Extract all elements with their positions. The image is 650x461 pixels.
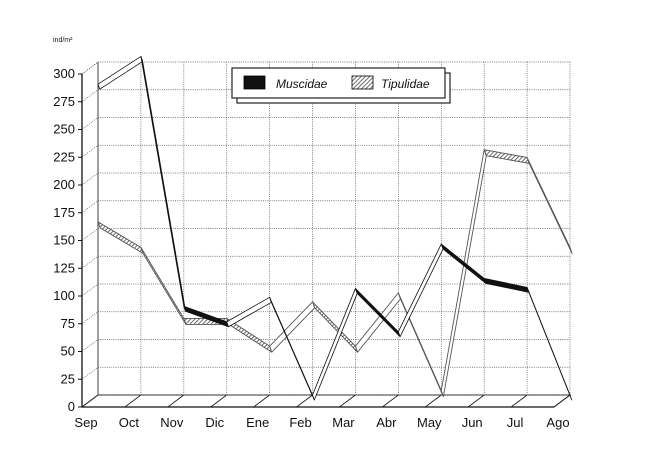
gridline-side [81,311,99,325]
series-layer [97,56,573,401]
y-tick-label: 300 [53,66,75,81]
series-segment [140,246,187,325]
y-tick-label: 150 [53,233,75,248]
x-tick-label: Mar [332,415,355,430]
x-axis-ticks: Sep Oct Nov Dic Ene Feb Mar Abr May Jun Jul Ago [74,415,569,430]
series-segment [397,292,444,398]
series-segment [97,56,144,90]
gridline-side [81,200,99,214]
floor-gridline [81,394,99,408]
y-tick-label: 0 [68,399,75,414]
x-tick-label: May [417,415,442,430]
floor-gridline [467,394,485,408]
gridline-side [81,283,99,297]
floor-gridline [425,394,442,408]
legend-label-tipulidae: Tipulidae [381,77,430,91]
top-side-edge [81,61,99,75]
legend-box-front [231,67,446,99]
y-tick-label: 225 [53,149,75,164]
x-tick-label: Oct [119,415,140,430]
series-segment [526,286,573,401]
series-segment [140,56,186,312]
axes [81,61,554,408]
x-tick-label: Jun [462,415,483,430]
floor-gridline [553,394,571,408]
y-axis-unit-label: ind/m² [53,37,73,44]
gridline-side [81,117,99,130]
gridline-side [81,172,99,186]
floor-gridline [210,394,227,408]
series-segment [226,296,272,328]
floor-gridline [382,394,399,408]
legend-swatch-muscidae [243,75,266,90]
legend: Muscidae Tipulidae [231,67,451,104]
x-tick-label: Abr [376,415,397,430]
floor-gridline [167,394,185,408]
floor-gridline [296,394,313,408]
y-tick-label: 75 [61,316,75,331]
x-tick-label: Ago [546,415,569,430]
y-axis-ticks: 0 25 50 75 100 125 150 175 200 225 250 275 300 [53,66,82,414]
y-tick-label: 100 [53,288,75,303]
x-tick-label: Dic [205,415,224,430]
series-segment [483,149,530,164]
series-tipulidae [97,149,573,398]
series-segment [483,278,530,293]
vertical-gridlines [81,62,571,408]
y-tick-label: 125 [53,260,75,275]
chart-floor-plane [80,394,572,408]
gridline-side [81,228,99,241]
series-segment [355,288,401,338]
gridline-side [81,144,99,158]
legend-swatch-tipulidae [351,75,374,90]
y-tick-label: 275 [53,94,75,109]
x-tick-label: Ene [246,415,269,430]
floor-gridline [253,394,270,408]
gridline-side [81,89,99,103]
x-tick-label: Feb [289,415,311,430]
y-tick-label: 200 [53,177,75,192]
horizontal-gridlines [81,61,570,408]
gridline-side [81,339,99,352]
series-segment [397,243,444,338]
y-tick-label: 250 [53,122,75,137]
x-tick-label: Jul [507,415,524,430]
series-segment [269,301,316,353]
series-segment [355,292,401,353]
floor-gridline [339,394,356,408]
series-segment [97,221,144,254]
series-segment [440,149,487,398]
floor-gridline [124,394,142,408]
x-tick-label: Sep [74,415,97,430]
x-tick-label: Nov [160,415,184,430]
chart-floor [80,394,572,408]
series-segment [526,157,573,254]
y-tick-label: 50 [61,344,75,359]
legend-label-muscidae: Muscidae [276,77,328,91]
y-tick-label: 25 [61,371,75,386]
floor-gridline [510,394,528,408]
y-tick-label: 175 [53,205,75,220]
gridline-side [81,366,99,380]
gridline-side [81,255,99,269]
series-muscidae [97,56,573,401]
